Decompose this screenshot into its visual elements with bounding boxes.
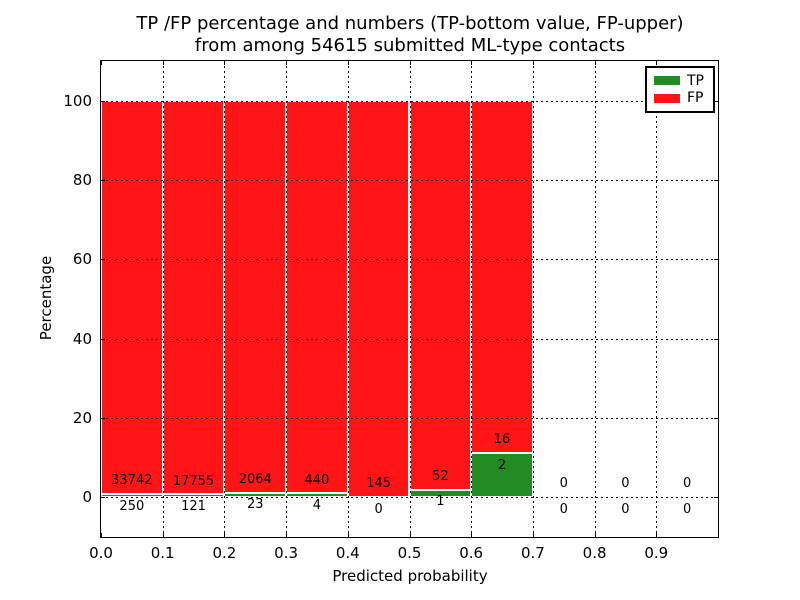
y-tick-label: 80 bbox=[72, 171, 92, 190]
y-tick bbox=[714, 259, 718, 261]
x-tick bbox=[656, 61, 658, 65]
fp-count-label: 52 bbox=[432, 468, 449, 484]
legend-label-fp: FP bbox=[687, 90, 704, 107]
fp-bar bbox=[224, 101, 287, 493]
x-tick bbox=[409, 533, 411, 537]
fp-bar bbox=[286, 101, 348, 494]
tp-count-label: 0 bbox=[559, 501, 568, 517]
fp-bar bbox=[471, 101, 533, 453]
y-tick-label: 0 bbox=[82, 488, 92, 506]
y-axis-label: Percentage bbox=[37, 255, 55, 341]
x-tick bbox=[286, 533, 288, 537]
chart-title-line2: from among 54615 submitted ML-type conta… bbox=[194, 35, 626, 56]
x-tick bbox=[471, 533, 473, 537]
fp-bar bbox=[347, 101, 410, 497]
v-gridline bbox=[409, 61, 411, 537]
fp-count-label: 145 bbox=[366, 476, 392, 492]
legend-item-tp: TP bbox=[654, 74, 706, 88]
x-axis-label: Predicted probability bbox=[332, 567, 488, 585]
x-tick bbox=[532, 533, 534, 537]
tp-count-label: 23 bbox=[246, 497, 264, 513]
v-gridline bbox=[347, 61, 349, 537]
fp-count-label: 0 bbox=[621, 476, 630, 492]
fp-count-label: 33742 bbox=[111, 473, 153, 489]
y-tick bbox=[714, 417, 718, 419]
y-tick-label: 40 bbox=[72, 329, 92, 348]
v-gridline bbox=[224, 61, 226, 537]
legend-label-tp: TP bbox=[687, 72, 704, 89]
tp-count-label: 250 bbox=[119, 498, 145, 514]
fp-bar bbox=[162, 101, 225, 495]
tp-count-label: 0 bbox=[621, 501, 630, 517]
tp-count-label: 2 bbox=[497, 457, 507, 473]
x-tick-label: 0.8 bbox=[582, 544, 607, 562]
x-tick bbox=[162, 533, 164, 537]
fp-bar bbox=[409, 101, 472, 490]
x-tick-label: 0.6 bbox=[459, 544, 484, 562]
x-tick-label: 0.4 bbox=[335, 544, 360, 562]
fp-count-label: 0 bbox=[683, 476, 692, 492]
legend-swatch-fp-icon bbox=[654, 93, 680, 103]
x-tick bbox=[409, 61, 411, 65]
x-tick-label: 0.5 bbox=[397, 544, 422, 562]
x-tick bbox=[162, 61, 164, 65]
fp-count-label: 16 bbox=[493, 432, 511, 448]
x-tick-label: 0.2 bbox=[212, 544, 237, 562]
y-tick bbox=[101, 417, 105, 419]
fp-count-label: 0 bbox=[559, 476, 568, 492]
fp-count-label: 2064 bbox=[238, 471, 272, 487]
fp-bar bbox=[101, 101, 163, 495]
y-tick bbox=[714, 101, 718, 102]
y-tick-label: 100 bbox=[63, 92, 92, 110]
v-gridline bbox=[162, 61, 164, 537]
y-tick-label: 20 bbox=[72, 408, 92, 427]
legend-item-fp: FP bbox=[654, 91, 706, 105]
x-tick bbox=[594, 533, 596, 537]
v-gridline bbox=[532, 61, 534, 537]
fp-count-label: 17755 bbox=[172, 473, 215, 489]
v-gridline bbox=[471, 61, 473, 537]
y-tick bbox=[101, 338, 105, 340]
x-tick bbox=[471, 61, 473, 65]
x-tick-label: 0.3 bbox=[274, 544, 299, 562]
y-tick bbox=[101, 259, 105, 261]
tp-count-label: 0 bbox=[374, 501, 383, 517]
y-tick bbox=[101, 101, 105, 102]
x-tick-label: 0.0 bbox=[89, 544, 113, 562]
tp-count-label: 4 bbox=[312, 498, 322, 514]
v-gridline bbox=[286, 61, 288, 537]
x-tick bbox=[656, 533, 658, 537]
y-tick bbox=[101, 180, 105, 182]
x-tick bbox=[532, 61, 534, 65]
fp-count-label: 440 bbox=[304, 472, 330, 488]
y-tick bbox=[714, 180, 718, 182]
x-tick-label: 0.7 bbox=[520, 544, 545, 562]
y-tick bbox=[714, 338, 718, 340]
tp-bar bbox=[101, 494, 163, 497]
tp-count-label: 0 bbox=[683, 501, 692, 517]
x-tick bbox=[101, 533, 102, 537]
y-tick bbox=[101, 497, 105, 498]
x-tick bbox=[347, 61, 349, 65]
plot-area: 33742 250 17755 121 2064 23 440 4 145 0 52 1 16 2 0 0 0 0… bbox=[100, 60, 719, 538]
x-tick bbox=[286, 61, 288, 65]
y-tick bbox=[714, 497, 718, 498]
legend-swatch-tp-icon bbox=[654, 76, 680, 86]
tp-count-label: 1 bbox=[436, 494, 445, 510]
chart-title: TP /FP percentage and numbers (TP-bottom… bbox=[60, 13, 760, 57]
x-tick bbox=[224, 533, 226, 537]
x-tick-label: 0.1 bbox=[150, 544, 175, 562]
x-tick bbox=[594, 61, 596, 65]
x-tick-label: 0.9 bbox=[644, 544, 669, 562]
x-tick bbox=[347, 533, 349, 537]
legend: TP FP bbox=[645, 66, 715, 113]
v-gridline bbox=[656, 61, 658, 537]
tp-count-label: 121 bbox=[181, 498, 206, 514]
y-tick-label: 60 bbox=[72, 250, 92, 269]
x-tick bbox=[101, 61, 102, 65]
chart-title-line1: TP /FP percentage and numbers (TP-bottom… bbox=[136, 13, 684, 34]
x-tick bbox=[224, 61, 226, 65]
v-gridline bbox=[594, 61, 596, 537]
